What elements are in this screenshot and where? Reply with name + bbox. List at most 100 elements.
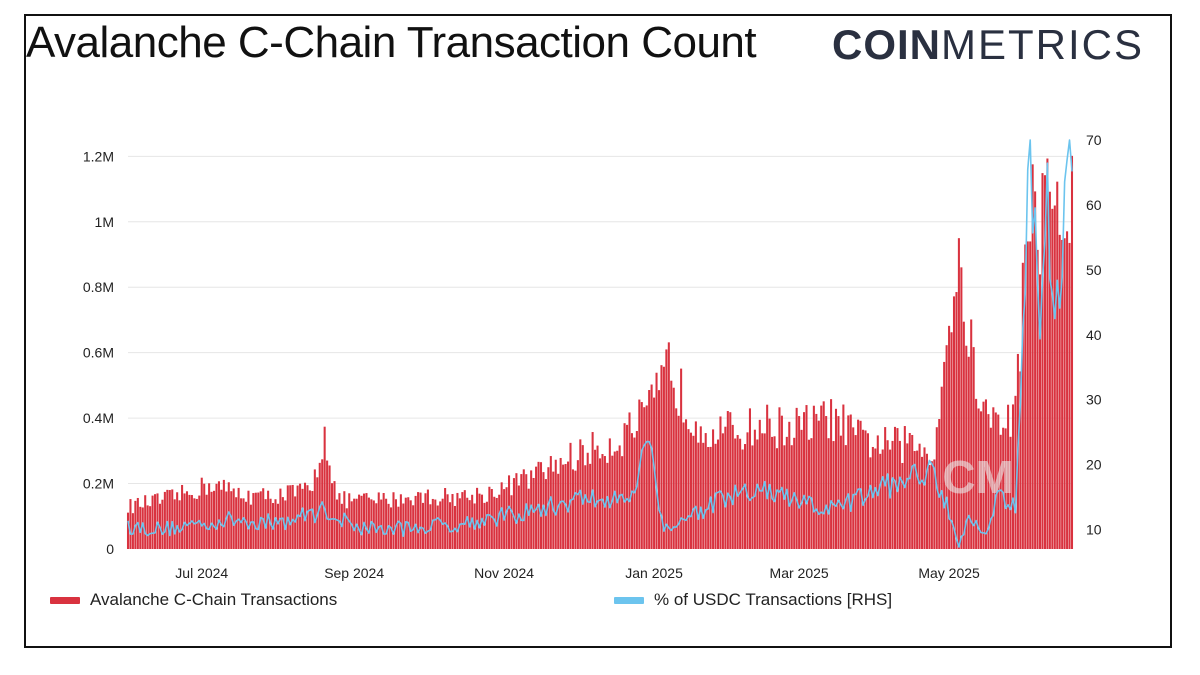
transaction-bar bbox=[424, 493, 427, 549]
transaction-bar bbox=[950, 332, 953, 549]
transaction-bar bbox=[419, 492, 422, 549]
transaction-bar bbox=[901, 462, 904, 549]
transaction-bar bbox=[812, 405, 815, 549]
transaction-bar bbox=[176, 492, 179, 549]
transaction-bar bbox=[166, 489, 169, 549]
transaction-bar bbox=[539, 462, 543, 549]
y-right-tick-label: 20 bbox=[1086, 457, 1102, 473]
transaction-bar bbox=[362, 493, 366, 549]
transaction-bar bbox=[409, 500, 412, 549]
transaction-bar bbox=[557, 473, 560, 549]
transaction-bar bbox=[247, 490, 250, 549]
x-tick-label: Mar 2025 bbox=[770, 565, 829, 581]
y-left-tick-label: 0.4M bbox=[83, 410, 114, 426]
transaction-bar bbox=[559, 457, 562, 549]
transaction-bar bbox=[648, 390, 651, 549]
transaction-bar bbox=[178, 500, 181, 549]
y-right-tick-label: 60 bbox=[1086, 197, 1102, 213]
transaction-bar bbox=[1046, 158, 1049, 549]
transaction-bar bbox=[254, 492, 257, 549]
transaction-bar bbox=[1009, 436, 1012, 549]
transaction-bar bbox=[429, 504, 432, 549]
transaction-bar bbox=[380, 499, 383, 549]
transaction-bar bbox=[667, 342, 670, 549]
transaction-bar bbox=[719, 416, 722, 549]
transaction-bar bbox=[881, 449, 884, 549]
transaction-bar bbox=[712, 429, 715, 549]
transaction-bar bbox=[333, 481, 336, 549]
transaction-bar bbox=[414, 495, 417, 549]
y-right-tick-label: 40 bbox=[1086, 327, 1102, 343]
transaction-bar bbox=[232, 488, 235, 549]
transaction-bar bbox=[847, 415, 850, 549]
transaction-bar bbox=[913, 451, 916, 549]
transaction-bar bbox=[933, 459, 936, 549]
transaction-bar bbox=[827, 438, 830, 549]
transaction-bar bbox=[171, 489, 174, 549]
transaction-bar bbox=[451, 494, 454, 549]
transaction-bar bbox=[1026, 241, 1029, 549]
transaction-bar bbox=[921, 456, 924, 549]
transaction-bar bbox=[210, 491, 213, 549]
transaction-bar bbox=[146, 505, 149, 549]
transaction-bar bbox=[399, 494, 402, 549]
transaction-bar bbox=[144, 495, 147, 549]
x-tick-label: Jul 2024 bbox=[175, 565, 228, 581]
transaction-bar bbox=[173, 499, 176, 549]
transaction-bar bbox=[439, 501, 442, 549]
transaction-bar bbox=[975, 398, 978, 549]
transaction-bar bbox=[864, 430, 867, 549]
transaction-bar bbox=[490, 489, 493, 549]
y-right-tick-label: 30 bbox=[1086, 392, 1102, 408]
transaction-bar bbox=[249, 504, 252, 549]
transaction-bar bbox=[916, 450, 919, 549]
transaction-bar bbox=[242, 498, 245, 549]
transaction-bar bbox=[889, 449, 892, 549]
transaction-bar bbox=[129, 499, 132, 549]
transaction-bar bbox=[151, 495, 154, 549]
transaction-bar bbox=[1068, 242, 1071, 549]
transaction-bar bbox=[844, 445, 847, 549]
transaction-bar bbox=[308, 490, 311, 549]
transaction-bar bbox=[1058, 234, 1061, 550]
transaction-bar bbox=[837, 416, 840, 549]
transaction-bar bbox=[928, 465, 931, 549]
transaction-bar bbox=[1011, 404, 1015, 549]
transaction-bar bbox=[466, 497, 469, 549]
transaction-bar bbox=[832, 441, 835, 549]
transaction-bar bbox=[480, 494, 484, 549]
transaction-bar bbox=[780, 415, 783, 549]
transaction-bar bbox=[623, 423, 626, 549]
y-right-tick-label: 10 bbox=[1086, 522, 1102, 538]
transaction-bar bbox=[569, 442, 572, 549]
transaction-bar bbox=[886, 440, 889, 549]
transaction-bar bbox=[1066, 231, 1069, 549]
transaction-bar bbox=[594, 449, 597, 549]
transaction-bar bbox=[758, 419, 761, 549]
transaction-bar bbox=[857, 419, 860, 549]
transaction-bar bbox=[446, 494, 449, 549]
transaction-bar bbox=[532, 477, 535, 549]
y-left-tick-label: 1.2M bbox=[83, 148, 114, 164]
transaction-bar bbox=[862, 429, 865, 549]
transaction-bar bbox=[957, 238, 960, 550]
transaction-bar bbox=[810, 438, 813, 549]
transaction-bar bbox=[581, 445, 584, 549]
transaction-bar bbox=[1043, 175, 1046, 549]
transaction-bar bbox=[662, 366, 665, 549]
transaction-bar bbox=[675, 408, 678, 549]
transaction-bar bbox=[161, 499, 164, 549]
transaction-bar bbox=[596, 445, 599, 549]
usdc-share-line bbox=[127, 139, 1073, 548]
transaction-bar bbox=[276, 503, 279, 549]
transaction-bar bbox=[353, 498, 356, 549]
transaction-bar bbox=[488, 486, 491, 549]
transaction-bar bbox=[869, 457, 872, 549]
legend-swatch-line bbox=[614, 596, 644, 604]
transaction-bar bbox=[992, 407, 995, 549]
axes: 0 0.2M 0.4M 0.6M 0.8M 1M 1.2M 10 20 30 40 50 60 70 Jul… bbox=[83, 132, 1102, 581]
transaction-bars bbox=[126, 155, 1074, 550]
transaction-bar bbox=[731, 424, 734, 549]
transaction-bar bbox=[645, 405, 648, 549]
